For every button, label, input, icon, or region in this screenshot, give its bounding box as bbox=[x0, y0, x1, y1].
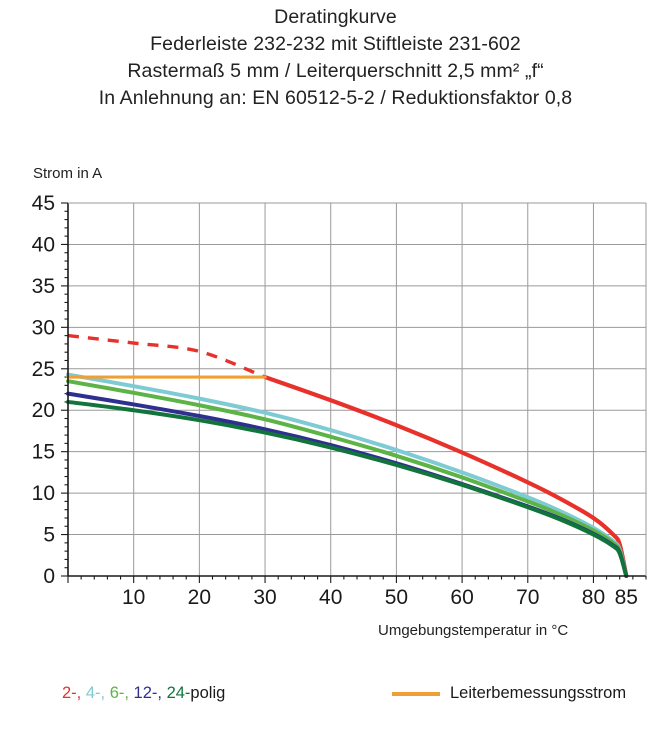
legend-separator: , bbox=[100, 684, 110, 702]
svg-text:15: 15 bbox=[32, 441, 55, 464]
y-axis-title: Strom in A bbox=[33, 165, 103, 182]
chart-title-line-1: Deratingkurve bbox=[274, 6, 397, 28]
legend-poles-6: 6- bbox=[109, 684, 125, 702]
svg-text:10: 10 bbox=[122, 586, 145, 609]
svg-text:40: 40 bbox=[319, 586, 342, 609]
legend-separator: , bbox=[124, 684, 134, 702]
chart-legend: 2-, 4-, 6-, 12-, 24-polig Leiterbemessun… bbox=[0, 684, 671, 718]
chart-title-line-2: Federleiste 232-232 mit Stiftleiste 231-… bbox=[150, 33, 521, 55]
svg-text:45: 45 bbox=[32, 192, 55, 215]
svg-text:85: 85 bbox=[615, 586, 638, 609]
legend-series-poles: 2-, 4-, 6-, 12-, 24-polig bbox=[62, 684, 225, 703]
chart-title-line-4: In Anlehnung an: EN 60512-5-2 / Reduktio… bbox=[98, 87, 573, 109]
legend-line-swatch bbox=[392, 691, 440, 696]
svg-text:0: 0 bbox=[43, 565, 55, 588]
svg-text:35: 35 bbox=[32, 275, 55, 298]
svg-text:30: 30 bbox=[253, 586, 276, 609]
svg-text:10: 10 bbox=[32, 482, 55, 505]
legend-poles-4: 4- bbox=[85, 684, 101, 702]
svg-text:60: 60 bbox=[450, 586, 473, 609]
chart-title-line-3: Rastermaß 5 mm / Leiterquerschnitt 2,5 m… bbox=[127, 60, 544, 82]
svg-text:50: 50 bbox=[385, 586, 408, 609]
svg-text:5: 5 bbox=[43, 524, 55, 547]
axis-tick-labels: 0 5 10 15 20 25 30 35 40 45 10 20 30 40 50 60 70 80 85 bbox=[32, 192, 638, 609]
svg-text:20: 20 bbox=[32, 399, 55, 422]
svg-text:70: 70 bbox=[516, 586, 539, 609]
legend-poles-suffix: polig bbox=[190, 684, 226, 702]
legend-separator: , bbox=[157, 684, 167, 702]
curve-2-polig bbox=[262, 374, 629, 579]
legend-separator: , bbox=[76, 684, 86, 702]
legend-rated-label: Leiterbemessungsstrom bbox=[450, 684, 627, 702]
svg-text:80: 80 bbox=[582, 586, 605, 609]
svg-text:20: 20 bbox=[188, 586, 211, 609]
curve-2-polig-dashed bbox=[67, 333, 266, 379]
legend-poles-12: 12- bbox=[133, 684, 158, 702]
svg-text:25: 25 bbox=[32, 358, 55, 381]
svg-text:40: 40 bbox=[32, 233, 55, 256]
legend-rated-current: Leiterbemessungsstrom bbox=[392, 684, 626, 703]
legend-poles-2: 2- bbox=[62, 684, 77, 702]
data-curves bbox=[66, 333, 629, 579]
legend-poles-24: 24- bbox=[166, 684, 191, 702]
svg-text:30: 30 bbox=[32, 316, 55, 339]
x-axis-title: Umgebungstemperatur in °C bbox=[378, 622, 569, 639]
axis-ticks bbox=[61, 202, 647, 583]
chart-title-block: Deratingkurve Federleiste 232-232 mit St… bbox=[0, 4, 671, 112]
axis-lines bbox=[67, 202, 647, 577]
curve-24-polig bbox=[66, 399, 629, 578]
curve-6-polig bbox=[66, 379, 629, 578]
curve-12-polig bbox=[66, 391, 629, 578]
